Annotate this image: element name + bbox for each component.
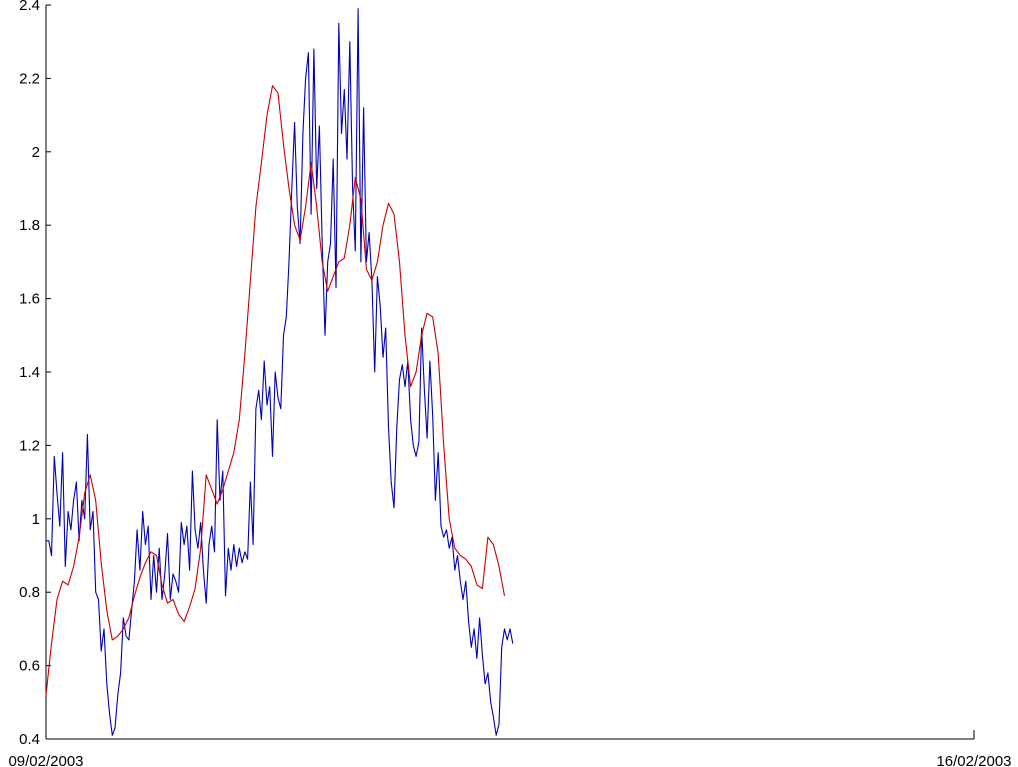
series-line-2 [45, 85, 506, 696]
y-tick-label: 0.6 [19, 658, 40, 675]
y-tick-label: 1 [32, 511, 40, 528]
series-line-1 [46, 8, 514, 736]
plot-area [45, 8, 514, 736]
y-axis: 0.4 0.6 0.8 1 1.2 1.4 1.6 1.8 2 2.2 2.4 [19, 0, 51, 748]
y-tick-label: 1.8 [19, 217, 40, 234]
y-tick-label: 0.4 [19, 731, 40, 748]
y-tick-label: 2.4 [19, 0, 40, 14]
x-tick-label: 09/02/2003 [8, 753, 83, 767]
y-tick-label: 2 [32, 144, 40, 161]
x-tick-label: 16/02/2003 [936, 753, 1011, 767]
y-tick-label: 0.8 [19, 584, 40, 601]
y-tick-label: 1.6 [19, 291, 40, 308]
y-tick-label: 1.4 [19, 364, 40, 381]
x-axis: 09/02/2003 16/02/2003 [8, 730, 1012, 767]
y-tick-label: 1.2 [19, 437, 40, 454]
y-tick-label: 2.2 [19, 70, 40, 87]
